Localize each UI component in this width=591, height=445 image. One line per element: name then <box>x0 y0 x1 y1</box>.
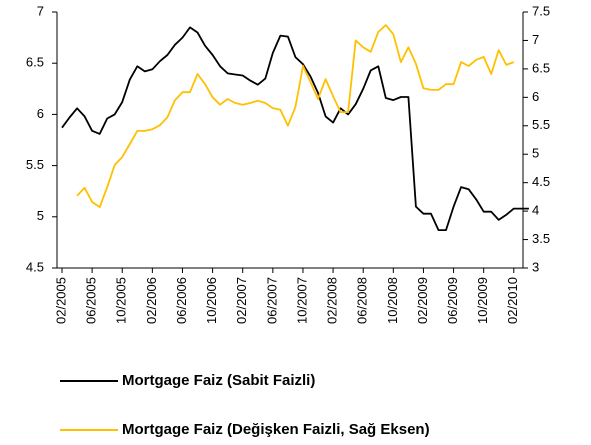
series-line <box>61 26 529 231</box>
y2-tick-label: 5 <box>532 146 539 161</box>
x-tick-label: 10/2007 <box>294 277 309 324</box>
x-tick-label: 06/2007 <box>264 277 279 324</box>
x-tick-label: 10/2006 <box>204 277 219 324</box>
y2-tick-label: 7 <box>532 32 539 47</box>
series-line <box>76 24 515 208</box>
x-tick-label: 10/2009 <box>475 277 490 324</box>
y-tick-label: 7 <box>37 3 44 18</box>
y2-tick-label: 3.5 <box>532 231 550 246</box>
x-tick-label: 10/2005 <box>114 277 129 324</box>
y2-tick-label: 4 <box>532 203 539 218</box>
y-tick-label: 5 <box>37 208 44 223</box>
x-tick-label: 06/2006 <box>174 277 189 324</box>
y-tick-label: 4.5 <box>26 259 44 274</box>
legend-label: Mortgage Faiz (Sabit Faizli) <box>122 372 315 389</box>
y2-tick-label: 7.5 <box>532 3 550 18</box>
x-tick-label: 02/2005 <box>53 277 68 324</box>
y2-tick-label: 5.5 <box>532 117 550 132</box>
x-tick-label: 02/2006 <box>144 277 159 324</box>
x-tick-label: 06/2009 <box>445 277 460 324</box>
y-tick-label: 6 <box>37 106 44 121</box>
x-tick-label: 06/2005 <box>84 277 99 324</box>
x-tick-label: 10/2008 <box>385 277 400 324</box>
x-tick-label: 02/2008 <box>325 277 340 324</box>
y2-tick-label: 4.5 <box>532 174 550 189</box>
x-tick-label: 02/2009 <box>415 277 430 324</box>
x-tick-label: 02/2010 <box>505 277 520 324</box>
y2-tick-label: 3 <box>532 259 539 274</box>
y2-tick-label: 6.5 <box>532 60 550 75</box>
y2-tick-label: 6 <box>532 89 539 104</box>
y-tick-label: 6.5 <box>26 55 44 70</box>
x-tick-label: 06/2008 <box>355 277 370 324</box>
y-tick-label: 5.5 <box>26 157 44 172</box>
x-tick-label: 02/2007 <box>234 277 249 324</box>
legend-label: Mortgage Faiz (Değişken Faizli, Sağ Ekse… <box>122 421 430 438</box>
